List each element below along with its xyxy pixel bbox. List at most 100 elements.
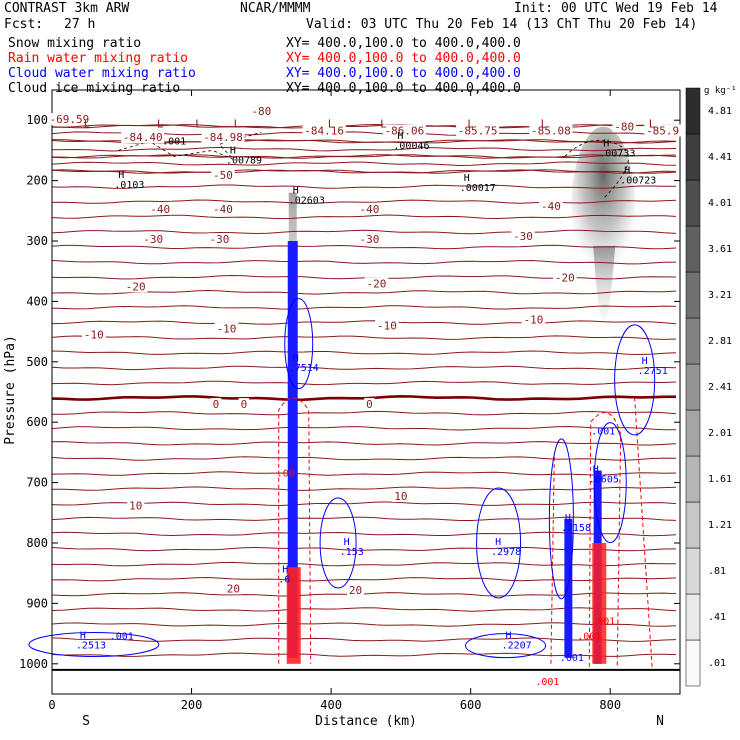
isotherm-line — [51, 146, 677, 152]
x-axis-start-label: S — [82, 714, 90, 729]
y-tick-label: 500 — [26, 355, 48, 369]
minimum-marker: L — [234, 117, 241, 130]
isotherm-label: 0 — [241, 398, 248, 411]
maximum-marker: H — [293, 186, 299, 197]
maximum-value: .2207 — [502, 641, 532, 652]
isotherm-label: 0 — [213, 398, 220, 411]
isotherm-line — [51, 154, 677, 159]
maximum-value: .2978 — [491, 547, 521, 558]
colorbar-swatch — [685, 593, 701, 641]
cloud-water-contour — [614, 324, 656, 436]
isotherm-label: 10 — [394, 490, 407, 503]
colorbar-label: 4.01 — [708, 198, 732, 209]
isotherm-label-bg — [364, 277, 389, 290]
maximum-marker: H — [624, 166, 630, 177]
isotherm-line — [51, 289, 677, 295]
isotherm-label: -86.06 — [385, 124, 425, 137]
isotherm-line — [51, 184, 677, 189]
legend-cloudwater-label: Cloud water mixing ratio — [8, 66, 196, 81]
maximum-value: .00723 — [620, 176, 656, 187]
cloud-water-contour — [319, 497, 357, 589]
isotherm-label-bg — [201, 131, 245, 144]
isotherm-line — [51, 394, 677, 402]
maximum-marker: H — [593, 465, 599, 476]
legend-cloudice-xsec: XY= 400.0,100.0 to 400.0,400.0 — [286, 81, 521, 96]
minimum-marker: L — [649, 117, 656, 130]
maximum-marker: H — [293, 353, 299, 364]
colorbar-label: 2.81 — [708, 336, 732, 347]
isotherm-label-bg — [214, 322, 239, 335]
minimum-marker: L — [195, 117, 202, 130]
colorbar-swatch — [685, 455, 701, 503]
minimum-marker: L — [467, 117, 474, 130]
colorbar-label: .01 — [708, 658, 726, 669]
isotherm-line — [51, 335, 677, 340]
colorbar-label: 4.81 — [708, 106, 732, 117]
isotherm-line — [51, 154, 677, 159]
isotherm-line — [51, 622, 677, 627]
x-tick-label: 600 — [460, 698, 482, 712]
x-axis-end-label: N — [656, 714, 664, 729]
isotherm-line — [51, 161, 677, 167]
isotherm-line — [51, 546, 677, 552]
isotherm-label: -20 — [126, 280, 146, 293]
x-tick-label: 0 — [48, 698, 55, 712]
colorbar-swatch — [685, 271, 701, 319]
isotherm-label: 20 — [227, 582, 240, 595]
maximum-marker: H — [506, 631, 512, 642]
isotherm-label-bg — [357, 203, 382, 216]
isotherm-label-bg — [82, 328, 106, 341]
isotherm-label: -30 — [513, 230, 533, 243]
isotherm-line — [51, 365, 677, 371]
isotherm-label: -30 — [360, 233, 380, 246]
init-time: Init: 00 UTC Wed 19 Feb 14 — [514, 1, 718, 16]
legend-snow-xsec: XY= 400.0,100.0 to 400.0,400.0 — [286, 36, 521, 51]
isotherm-label-bg — [141, 233, 165, 246]
legend-rain-xsec: XY= 400.0,100.0 to 400.0,400.0 — [286, 51, 521, 66]
y-tick-label: 1000 — [19, 657, 48, 671]
isotherm-label-bg — [553, 271, 577, 284]
colorbar-label: 4.41 — [708, 152, 732, 163]
maximum-marker: H — [464, 173, 470, 184]
maximum-marker: H — [397, 131, 403, 142]
isotherm-label-bg — [539, 199, 563, 212]
cloud-water-contour — [465, 633, 547, 659]
y-tick-label: 900 — [26, 596, 48, 610]
maximum-value: .6605 — [589, 475, 619, 486]
maximum-value: .2513 — [76, 641, 106, 652]
maximum-value: .00046 — [393, 141, 429, 152]
maximum-marker: H — [230, 146, 236, 157]
contour-value-label: .001 — [591, 426, 615, 437]
isotherm-label-bg — [612, 120, 636, 133]
contour-value-label: .001 — [560, 653, 584, 664]
isotherm-label-bg — [211, 203, 235, 216]
maximum-value: .00017 — [460, 183, 496, 194]
isotherm-line — [51, 350, 677, 356]
rain-water-contour — [550, 398, 653, 667]
isotherm-label: -84.98 — [203, 131, 243, 144]
valid-time: Valid: 03 UTC Thu 20 Feb 14 (13 ChT Thu … — [306, 17, 698, 32]
colorbar-label: .41 — [708, 612, 726, 623]
colorbar-label: .81 — [708, 566, 726, 577]
isotherm-label-bg — [357, 233, 382, 246]
isotherm-line — [51, 244, 677, 250]
cloud-water-core — [564, 518, 573, 658]
isotherm-line — [51, 214, 677, 220]
colorbar-label: 1.61 — [708, 474, 732, 485]
maximum-marker: H — [118, 170, 124, 181]
isotherm-line — [51, 259, 677, 265]
colorbar-swatch — [685, 409, 701, 457]
isotherm-line — [51, 471, 677, 476]
isotherm-line — [51, 456, 677, 461]
isotherm-label: -69.59 — [50, 113, 90, 126]
isotherm-label-bg — [148, 203, 172, 216]
colorbar-label: 3.61 — [708, 244, 732, 255]
x-axis-title: Distance (km) — [315, 714, 417, 729]
isotherm-label-bg — [121, 131, 165, 144]
colorbar-swatch — [685, 363, 701, 411]
cloud-water-contour — [28, 631, 160, 657]
isotherm-line — [51, 607, 677, 612]
y-tick-label: 600 — [26, 415, 48, 429]
maximum-marker: H — [565, 513, 571, 524]
isotherm-line — [51, 576, 677, 582]
